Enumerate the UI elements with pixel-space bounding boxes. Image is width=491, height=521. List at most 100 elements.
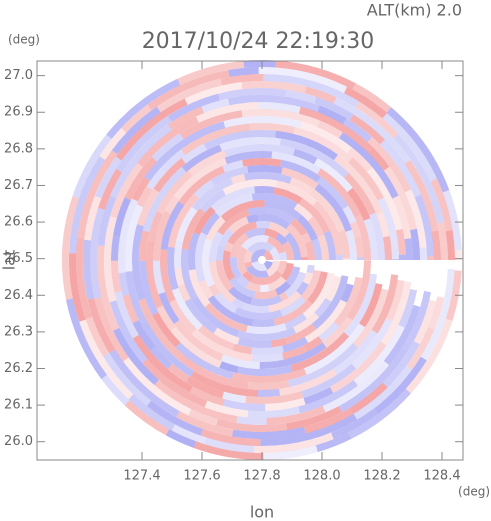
- echo-cell: [184, 82, 243, 105]
- y-tick-label: 26.6: [4, 215, 33, 230]
- echo-cell: [254, 432, 334, 453]
- echo-cell: [174, 157, 227, 200]
- echo-cell: [111, 106, 161, 155]
- echo-cell: [317, 120, 343, 139]
- echo-cell: [215, 245, 225, 261]
- echo-cell: [352, 288, 389, 348]
- echo-cell: [228, 286, 253, 305]
- echo-cell: [154, 379, 238, 423]
- echo-cell: [346, 260, 371, 321]
- echo-cell: [196, 102, 259, 123]
- echo-cell: [257, 388, 281, 397]
- echo-cell: [293, 148, 318, 165]
- echo-cell: [218, 87, 287, 101]
- echo-cell: [247, 380, 290, 391]
- echo-cell: [242, 270, 254, 283]
- echo-cell: [257, 214, 291, 230]
- echo-cell: [68, 253, 86, 322]
- echo-cell: [246, 323, 287, 335]
- echo-cell: [204, 437, 255, 453]
- echo-cell: [177, 60, 245, 86]
- echo-cell: [228, 95, 320, 112]
- echo-cell: [138, 298, 183, 360]
- echo-cell: [245, 281, 261, 292]
- x-tick-label: 128.0: [303, 469, 340, 484]
- echo-cell: [282, 241, 294, 260]
- echo-cell: [267, 236, 286, 254]
- echo-cell: [123, 357, 192, 416]
- echo-cell: [245, 391, 304, 404]
- echo-cell: [279, 368, 337, 396]
- echo-cell: [208, 284, 220, 297]
- echo-cell: [246, 214, 259, 224]
- echo-cell: [404, 238, 413, 260]
- echo-cell: [179, 110, 243, 140]
- echo-cell: [178, 166, 225, 206]
- y-unit: (deg): [8, 33, 40, 47]
- echo-cell: [304, 299, 347, 343]
- echo-cell: [271, 151, 321, 175]
- echo-cell: [307, 216, 324, 238]
- echo-cell: [84, 195, 102, 241]
- echo-cell: [66, 298, 107, 380]
- echo-cell: [173, 320, 224, 361]
- echo-cell: [103, 251, 117, 303]
- x-tick-label: 128.2: [363, 469, 400, 484]
- x-tick-label: 127.6: [183, 469, 220, 484]
- echo-cell: [247, 207, 268, 216]
- echo-cell: [353, 365, 413, 420]
- echo-cell: [301, 363, 357, 398]
- echo-cell: [410, 228, 420, 260]
- echo-cell: [335, 254, 343, 260]
- echo-cell: [383, 304, 421, 366]
- y-tick-label: 26.9: [4, 105, 33, 120]
- echo-cell: [333, 329, 378, 375]
- echo-cell: [445, 270, 462, 321]
- echo-cell: [150, 346, 173, 369]
- echo-cell: [178, 354, 249, 390]
- echo-cell: [222, 391, 247, 403]
- echo-cell: [156, 305, 176, 332]
- echo-cell: [343, 273, 378, 337]
- echo-cell: [311, 275, 349, 330]
- echo-cell: [377, 197, 399, 260]
- echo-cell: [111, 260, 122, 293]
- echo-cell: [229, 277, 256, 299]
- echo-cell: [315, 432, 352, 453]
- echo-cell: [174, 267, 185, 286]
- echo-cell: [243, 249, 253, 263]
- echo-cell: [330, 341, 387, 394]
- echo-cell: [413, 299, 437, 345]
- y-tick-label: 26.1: [4, 398, 33, 413]
- echo-cell: [158, 292, 180, 325]
- echo-cell: [251, 261, 268, 271]
- echo-cell: [278, 251, 288, 260]
- echo-cell: [246, 265, 269, 278]
- echo-cell: [357, 257, 365, 260]
- echo-cell: [255, 220, 271, 229]
- echo-cell: [228, 67, 259, 77]
- echo-cell: [290, 332, 350, 372]
- echo-cell: [156, 78, 223, 113]
- echo-cell: [339, 132, 399, 199]
- echo-cell: [300, 269, 321, 302]
- echo-cell: [343, 258, 351, 260]
- echo-cell: [96, 245, 120, 331]
- echo-cell: [419, 247, 427, 260]
- echo-cell: [237, 365, 293, 377]
- echo-cell: [404, 160, 439, 232]
- y-tick-label: 27.0: [4, 68, 33, 83]
- echo-cell: [347, 147, 373, 172]
- echo-cell: [374, 356, 427, 414]
- echo-cell: [153, 260, 166, 295]
- echo-cell: [264, 200, 302, 220]
- echo-cell: [325, 275, 342, 302]
- echo-cell: [355, 101, 399, 139]
- echo-cell: [188, 409, 218, 426]
- echo-cell: [132, 334, 193, 393]
- echo-cell: [187, 232, 200, 271]
- echo-cell: [344, 173, 376, 216]
- echo-cell: [223, 115, 302, 129]
- echo-cell: [260, 284, 270, 292]
- x-tick-label: 127.8: [243, 469, 280, 484]
